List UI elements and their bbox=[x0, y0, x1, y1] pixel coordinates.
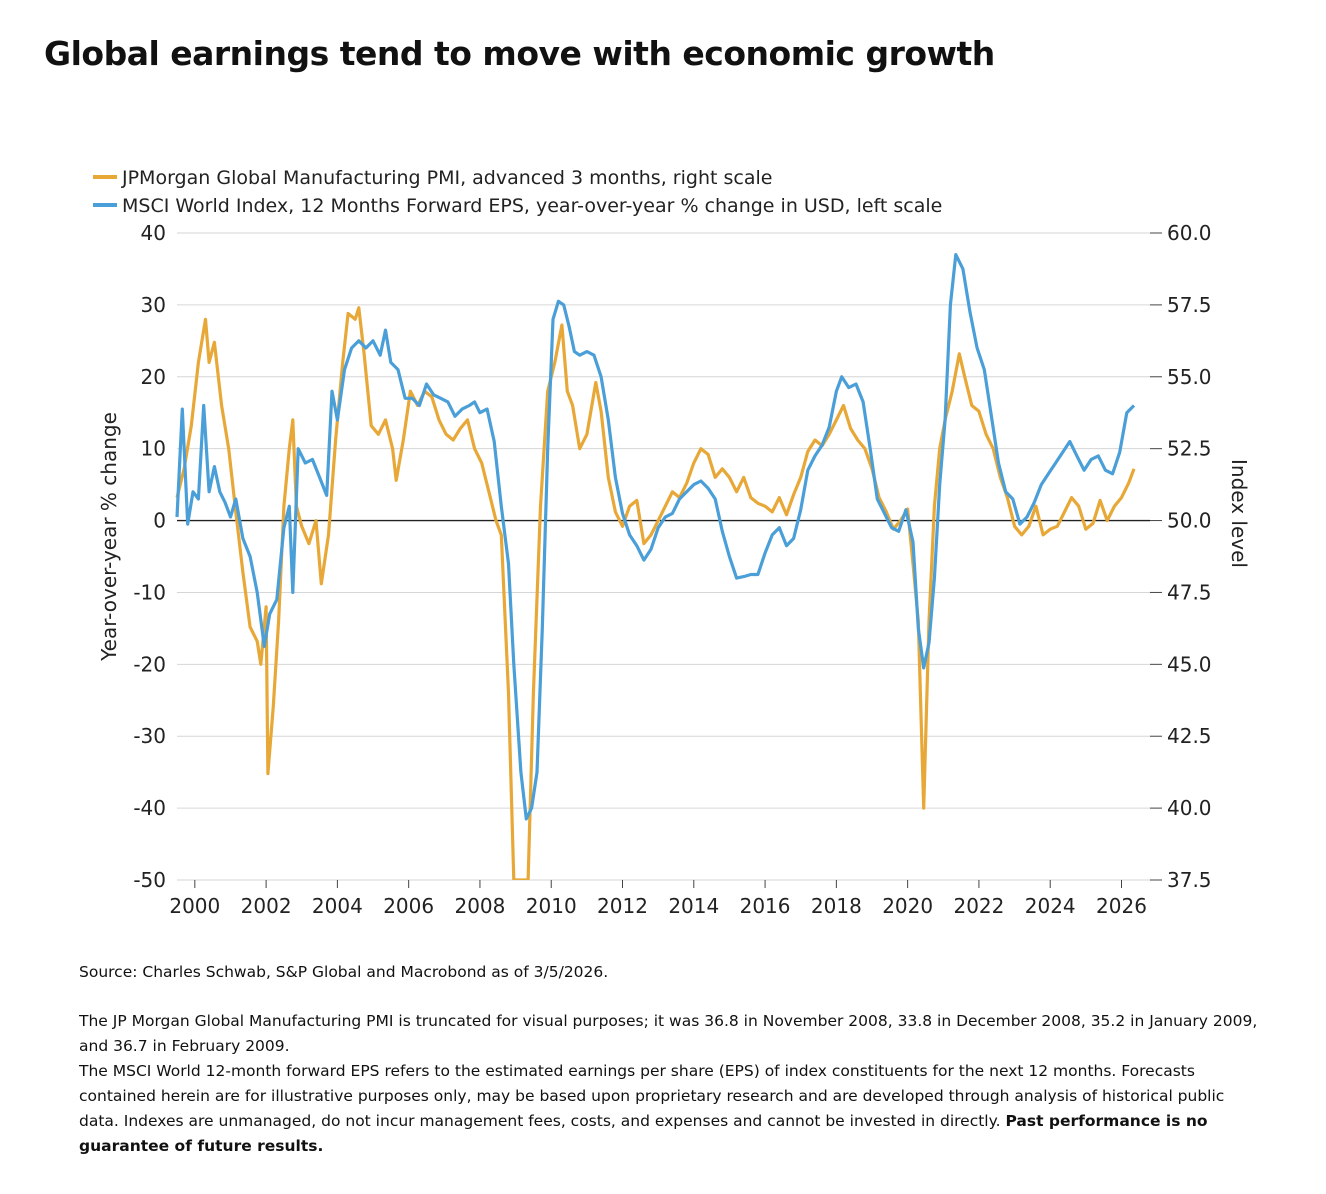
y-axis-right: 60.0 57.5 55.0 52.5 50.0 47.5 45.0 42.5 40.0 37.5 bbox=[1150, 221, 1212, 892]
disclaimer-note: The MSCI World 12-month forward EPS refe… bbox=[79, 1059, 1259, 1159]
x-tick-label: 2016 bbox=[740, 894, 791, 918]
y-tick-label: 30 bbox=[141, 293, 166, 317]
disclaimer-text: The MSCI World 12-month forward EPS refe… bbox=[79, 1062, 1225, 1130]
y2-tick-label: 37.5 bbox=[1167, 868, 1212, 892]
y2-tick-label: 47.5 bbox=[1167, 580, 1212, 604]
chart-grid bbox=[177, 232, 1150, 881]
chart-legend: JPMorgan Global Manufacturing PMI, advan… bbox=[93, 167, 942, 217]
x-tick-label: 2018 bbox=[811, 894, 862, 918]
y2-tick-label: 55.0 bbox=[1167, 365, 1212, 389]
y-tick-label: 0 bbox=[153, 509, 166, 533]
y-axis-left: 40 30 20 10 0 -10 -20 -30 -40 -50 bbox=[133, 221, 166, 892]
y2-tick-label: 40.0 bbox=[1167, 796, 1212, 820]
y-tick-label: -20 bbox=[133, 652, 166, 676]
y-tick-label: 10 bbox=[141, 437, 166, 461]
x-tick-label: 2006 bbox=[383, 894, 434, 918]
source-note: Source: Charles Schwab, S&P Global and M… bbox=[79, 963, 609, 981]
page-title: Global earnings tend to move with econom… bbox=[44, 34, 995, 73]
y-tick-label: -40 bbox=[133, 796, 166, 820]
x-tick-label: 2024 bbox=[1025, 894, 1076, 918]
y-axis-label: Year-over-year % change bbox=[97, 412, 121, 662]
disclaimer-bold: Past performance is no guarantee of futu… bbox=[79, 1112, 1208, 1155]
y2-tick-label: 52.5 bbox=[1167, 437, 1212, 461]
x-tick-label: 2004 bbox=[312, 894, 363, 918]
x-tick-label: 2008 bbox=[454, 894, 505, 918]
x-tick-label: 2020 bbox=[882, 894, 933, 918]
x-tick-label: 2000 bbox=[169, 894, 220, 918]
y2-tick-label: 45.0 bbox=[1167, 652, 1212, 676]
y-tick-label: -50 bbox=[133, 868, 166, 892]
y-tick-label: -10 bbox=[133, 580, 166, 604]
chart-series bbox=[175, 253, 1136, 880]
x-tick-label: 2014 bbox=[668, 894, 719, 918]
x-tick-label: 2012 bbox=[597, 894, 648, 918]
y-tick-label: 40 bbox=[141, 221, 166, 245]
x-tick-label: 2002 bbox=[241, 894, 292, 918]
truncation-note: The JP Morgan Global Manufacturing PMI i… bbox=[79, 1012, 1258, 1055]
y-tick-label: -30 bbox=[133, 724, 166, 748]
x-tick-label: 2022 bbox=[953, 894, 1004, 918]
y-tick-label: 20 bbox=[141, 365, 166, 389]
footnotes: Source: Charles Schwab, S&P Global and M… bbox=[79, 960, 1259, 1159]
pmi-line bbox=[175, 306, 1136, 880]
x-axis: 2000 2002 2004 2006 2008 2010 2012 2014 2016 2018… bbox=[169, 880, 1147, 918]
y2-axis-label: Index level bbox=[1227, 459, 1251, 568]
y2-tick-label: 57.5 bbox=[1167, 293, 1212, 317]
y2-tick-label: 50.0 bbox=[1167, 509, 1212, 533]
eps-line bbox=[175, 253, 1136, 821]
y2-tick-label: 42.5 bbox=[1167, 724, 1212, 748]
legend-label-1: MSCI World Index, 12 Months Forward EPS,… bbox=[122, 195, 942, 217]
x-tick-label: 2026 bbox=[1096, 894, 1147, 918]
x-tick-label: 2010 bbox=[526, 894, 577, 918]
y2-tick-label: 60.0 bbox=[1167, 221, 1212, 245]
legend-label-0: JPMorgan Global Manufacturing PMI, advan… bbox=[121, 167, 772, 189]
chart: JPMorgan Global Manufacturing PMI, advan… bbox=[93, 167, 1251, 918]
